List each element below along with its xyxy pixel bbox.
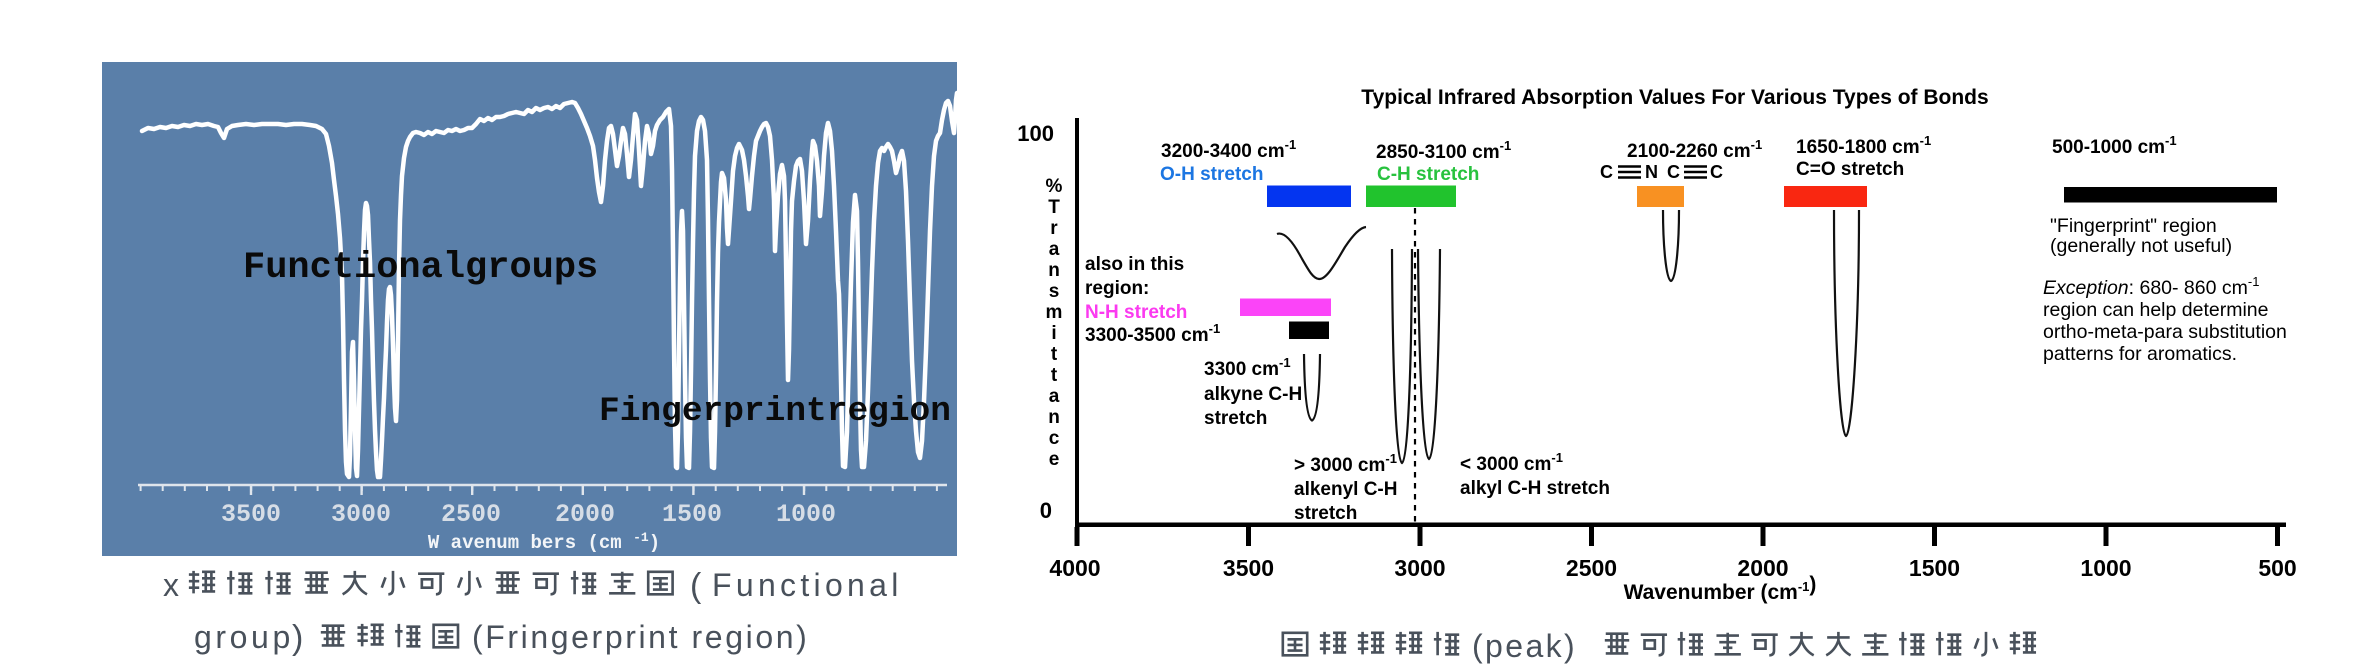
svg-text:2850-3100 cm-1: 2850-3100 cm-1 (1376, 138, 1511, 163)
svg-text:1000: 1000 (2080, 555, 2131, 581)
svg-text:region:: region: (1085, 278, 1149, 299)
svg-text:1650-1800 cm-1: 1650-1800 cm-1 (1796, 133, 1931, 158)
svg-text:3300 cm-1: 3300 cm-1 (1204, 355, 1291, 380)
svg-text:W avenum bers (cm -1): W avenum bers (cm -1) (428, 530, 660, 554)
svg-text:Functional: Functional (712, 567, 903, 603)
svg-text:3200-3400 cm-1: 3200-3400 cm-1 (1161, 137, 1296, 162)
svg-text:alkyne C-H: alkyne C-H (1204, 384, 1302, 405)
svg-text:x: x (163, 567, 179, 603)
svg-text:patterns for aromatics.: patterns for aromatics. (2043, 343, 2237, 365)
svg-text:(Fringerprint region): (Fringerprint region) (472, 619, 809, 655)
svg-text:2000: 2000 (1737, 555, 1788, 581)
svg-text:Functionalgroups: Functionalgroups (243, 247, 598, 289)
svg-text:C=O stretch: C=O stretch (1796, 159, 1904, 180)
svg-text:alkenyl C-H: alkenyl C-H (1294, 479, 1397, 500)
svg-text:< 3000 cm-1: < 3000 cm-1 (1460, 450, 1563, 475)
svg-text:C: C (1667, 162, 1680, 182)
svg-text:(peak): (peak) (1472, 628, 1577, 664)
svg-text:Exception: 680- 860 cm-1: Exception: 680- 860 cm-1 (2043, 274, 2259, 299)
svg-text:C-H stretch: C-H stretch (1377, 164, 1479, 185)
svg-text:2000: 2000 (555, 500, 615, 529)
svg-text:100: 100 (1017, 121, 1054, 146)
svg-text:3000: 3000 (331, 500, 391, 529)
svg-text:3000: 3000 (1394, 555, 1445, 581)
svg-text:(generally not useful): (generally not useful) (2050, 235, 2232, 257)
svg-text:C: C (1710, 162, 1723, 182)
svg-text:4000: 4000 (1049, 555, 1100, 581)
svg-text:(: ( (690, 567, 702, 605)
svg-text:stretch: stretch (1294, 503, 1357, 524)
svg-text:group: group (194, 619, 294, 655)
svg-text:500-1000 cm-1: 500-1000 cm-1 (2052, 133, 2177, 158)
svg-text:region can help determine: region can help determine (2043, 299, 2268, 321)
svg-text:C: C (1600, 162, 1613, 182)
svg-text:2100-2260 cm-1: 2100-2260 cm-1 (1627, 137, 1762, 162)
svg-text:3500: 3500 (221, 500, 281, 529)
svg-text:O-H stretch: O-H stretch (1160, 164, 1263, 185)
svg-text:"Fingerprint" region: "Fingerprint" region (2050, 215, 2217, 237)
svg-text:ortho-meta-para substitution: ortho-meta-para substitution (2043, 321, 2287, 343)
svg-text:2500: 2500 (1566, 555, 1617, 581)
svg-text:Fingerprintregion: Fingerprintregion (599, 392, 951, 431)
svg-text:N-H stretch: N-H stretch (1085, 302, 1187, 323)
svg-text:N: N (1645, 162, 1658, 182)
svg-text:1500: 1500 (662, 500, 722, 529)
svg-text:also in this: also in this (1085, 254, 1184, 275)
svg-text:0: 0 (1040, 498, 1052, 523)
svg-text:> 3000 cm-1: > 3000 cm-1 (1294, 451, 1397, 476)
svg-text:3500: 3500 (1223, 555, 1274, 581)
svg-text:3300-3500 cm-1: 3300-3500 cm-1 (1085, 321, 1220, 346)
svg-text:alkyl C-H stretch: alkyl C-H stretch (1460, 478, 1610, 499)
svg-text:): ) (292, 619, 303, 657)
svg-text:2500: 2500 (441, 500, 501, 529)
svg-text:stretch: stretch (1204, 408, 1267, 429)
svg-text:1000: 1000 (776, 500, 836, 529)
svg-text:Typical Infrared Absorption Va: Typical Infrared Absorption Values For V… (1361, 86, 1988, 109)
svg-text:500: 500 (2258, 555, 2296, 581)
svg-text:1500: 1500 (1909, 555, 1960, 581)
